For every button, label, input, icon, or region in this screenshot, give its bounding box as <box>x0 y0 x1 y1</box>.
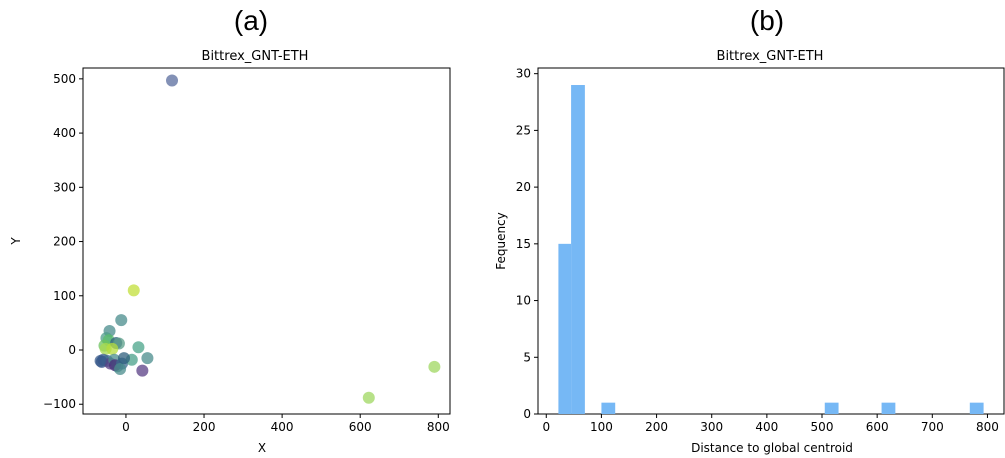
scatter-point <box>115 314 128 327</box>
y-tick-label: 30 <box>516 67 531 81</box>
x-tick-label: 0 <box>122 420 130 434</box>
scatter-point <box>94 354 107 367</box>
panel-letter-b: (b) <box>750 5 784 36</box>
histogram-plot-area <box>537 67 1005 415</box>
scatter-title: Bittrex_GNT-ETH <box>202 49 309 64</box>
histogram-bars <box>558 85 984 415</box>
x-tick-label: 100 <box>590 420 613 434</box>
scatter-point <box>428 360 441 373</box>
y-tick-label: 20 <box>516 180 531 194</box>
y-tick-label: 200 <box>53 235 76 249</box>
y-tick-label: 100 <box>53 289 76 303</box>
y-tick-label: 500 <box>53 72 76 86</box>
y-tick-label: 5 <box>523 350 531 364</box>
x-tick-label: 200 <box>193 420 216 434</box>
y-tick-label: 400 <box>53 126 76 140</box>
x-tick-label: 300 <box>700 420 723 434</box>
scatter-y-label: Y <box>9 237 23 246</box>
histogram-bar <box>824 402 839 414</box>
x-tick-label: 800 <box>976 420 999 434</box>
histogram-bar <box>571 85 585 415</box>
histogram-y-label: Fequency <box>494 212 508 270</box>
x-tick-label: 600 <box>866 420 889 434</box>
scatter-point <box>132 341 145 354</box>
x-tick-label: 600 <box>349 420 372 434</box>
scatter-point <box>106 342 119 355</box>
x-tick-label: 0 <box>542 420 550 434</box>
histogram-bar <box>969 402 984 414</box>
x-tick-label: 800 <box>427 420 450 434</box>
x-tick-label: 400 <box>271 420 294 434</box>
scatter-points <box>94 74 441 404</box>
y-tick-label: 10 <box>516 294 531 308</box>
y-tick-label: −100 <box>43 397 76 411</box>
scatter-point <box>127 284 140 297</box>
histogram-bar <box>558 243 572 414</box>
histogram-panel: (b) Bittrex_GNT-ETH 0 100 200 300 400 500 600 7… <box>494 5 1005 455</box>
x-tick-label: 700 <box>921 420 944 434</box>
scatter-x-label: X <box>258 441 266 455</box>
scatter-point <box>141 352 154 365</box>
scatter-panel: (a) Bittrex_GNT-ETH 0 200 400 600 800 −100 0 10… <box>9 5 451 455</box>
x-tick-label: 500 <box>811 420 834 434</box>
scatter-point <box>117 352 130 365</box>
scatter-axes: 0 200 400 600 800 −100 0 100 200 300 400 500 <box>43 72 450 434</box>
y-tick-label: 15 <box>516 237 531 251</box>
histogram-axes: 0 100 200 300 400 500 600 700 800 0 5 10 15 20 25 30 <box>516 67 999 434</box>
y-tick-label: 25 <box>516 123 531 137</box>
panel-letter-a: (a) <box>234 5 268 36</box>
histogram-bar <box>601 402 616 414</box>
scatter-point <box>136 364 149 377</box>
x-tick-label: 400 <box>755 420 778 434</box>
histogram-bar <box>881 402 896 414</box>
scatter-point <box>362 391 375 404</box>
scatter-plot-area <box>82 67 451 415</box>
scatter-point <box>166 74 179 87</box>
y-tick-label: 0 <box>68 343 76 357</box>
x-tick-label: 200 <box>645 420 668 434</box>
histogram-x-label: Distance to global centroid <box>691 441 853 455</box>
histogram-title: Bittrex_GNT-ETH <box>717 49 824 64</box>
y-tick-label: 300 <box>53 180 76 194</box>
scatter-point <box>114 362 127 375</box>
y-tick-label: 0 <box>523 407 531 421</box>
